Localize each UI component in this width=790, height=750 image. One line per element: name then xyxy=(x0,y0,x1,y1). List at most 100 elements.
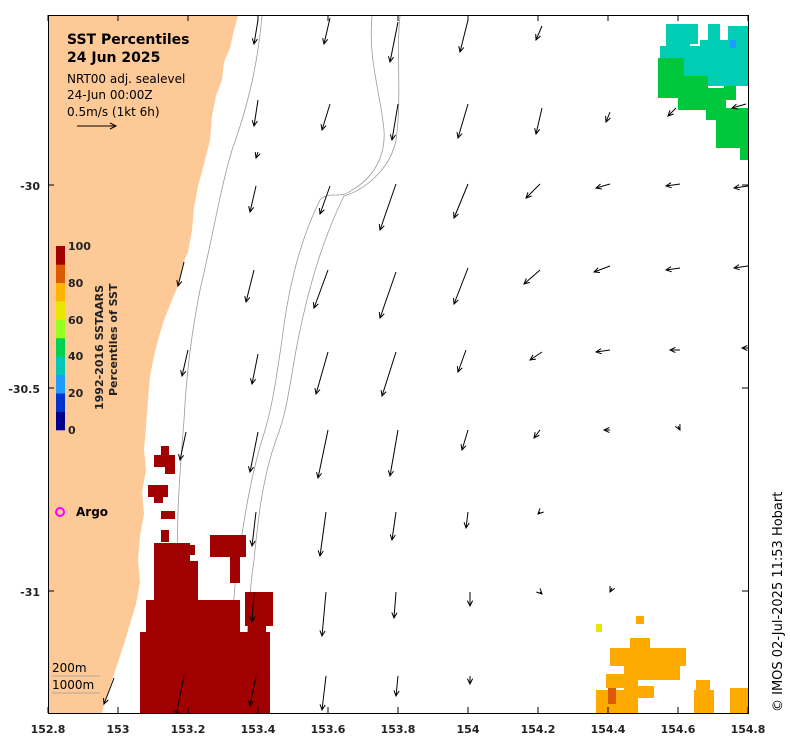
colorbar-ticks: 100 80 60 40 20 0 xyxy=(68,240,91,437)
current-arrow xyxy=(453,267,469,306)
current-arrow xyxy=(249,511,257,548)
current-arrow xyxy=(174,675,185,713)
current-vectors xyxy=(103,17,748,713)
current-arrow xyxy=(466,676,474,686)
current-arrow xyxy=(592,265,611,274)
current-arrow xyxy=(594,348,611,355)
axis-ticks xyxy=(47,15,749,713)
colorbar-segment xyxy=(56,264,65,284)
current-arrow xyxy=(180,349,189,378)
current-arrow xyxy=(594,183,611,190)
map-title: SST Percentiles xyxy=(67,32,190,48)
current-arrow xyxy=(534,107,543,136)
current-arrow xyxy=(389,103,399,142)
y-tick-label: -30 xyxy=(20,180,40,193)
scale-arrow xyxy=(77,122,118,130)
sst-percentile-pixels xyxy=(140,24,748,713)
y-axis-labels: -30 -30.5 -31 xyxy=(8,180,40,599)
current-arrow xyxy=(178,431,187,462)
sst-pixel xyxy=(636,616,644,624)
current-arrow xyxy=(525,183,541,199)
map-scale-text: 0.5m/s (1kt 6h) xyxy=(67,105,160,119)
current-arrow xyxy=(389,511,397,542)
y-tick-label: -30.5 xyxy=(8,383,40,396)
current-arrow xyxy=(248,675,257,708)
colorbar-segment xyxy=(56,356,65,376)
x-tick-label: 154.8 xyxy=(731,723,766,736)
current-arrow xyxy=(322,17,331,46)
sst-pixel xyxy=(700,40,728,60)
x-tick-label: 153.4 xyxy=(241,723,276,736)
current-arrow xyxy=(523,269,541,285)
current-arrow xyxy=(249,591,256,624)
sst-pixel xyxy=(245,592,273,626)
sst-pixel xyxy=(740,140,748,160)
x-tick-label: 154.2 xyxy=(521,723,556,736)
current-arrow xyxy=(378,271,397,320)
y-tick-label: -31 xyxy=(20,586,40,599)
current-arrow xyxy=(674,423,681,432)
sst-pixel xyxy=(230,555,240,583)
sst-pixel xyxy=(596,690,638,713)
x-axis-labels: 152.8 153 153.2 153.4 153.6 153.8 154 15… xyxy=(31,723,766,736)
sst-pixel xyxy=(688,24,698,44)
current-arrow xyxy=(314,351,329,396)
sst-pixel xyxy=(724,86,736,100)
current-arrow xyxy=(664,266,681,273)
current-arrow xyxy=(250,353,259,386)
colorbar-tick: 80 xyxy=(68,277,84,290)
colorbar-title-1: 1992-2016 SSTAARS xyxy=(93,285,106,410)
colorbar-segment xyxy=(56,246,65,265)
colorbar-segment xyxy=(56,301,65,320)
colorbar xyxy=(56,246,65,431)
current-arrow xyxy=(316,429,329,480)
map-datetime: 24-Jun 00:00Z xyxy=(67,88,153,102)
x-tick-label: 153.2 xyxy=(171,723,206,736)
sst-pixel xyxy=(638,686,654,698)
colorbar-title-2: Percentiles of SST xyxy=(107,283,120,396)
current-arrow xyxy=(529,351,543,361)
map-source: NRT00 adj. sealevel xyxy=(67,72,185,86)
current-arrow xyxy=(732,184,748,191)
sst-pixel xyxy=(608,688,616,704)
current-arrow xyxy=(251,99,259,128)
current-arrow xyxy=(317,511,327,558)
current-arrow xyxy=(320,103,331,132)
sst-pixel xyxy=(678,76,708,110)
current-arrow xyxy=(103,677,115,706)
current-arrow xyxy=(605,111,611,124)
current-arrow xyxy=(319,591,327,638)
current-arrow xyxy=(667,107,677,117)
depth-label-1000m: 1000m xyxy=(52,678,94,692)
current-arrow xyxy=(393,675,400,698)
colorbar-segment xyxy=(56,282,65,302)
sst-pixel xyxy=(161,446,169,456)
current-arrow xyxy=(463,511,470,530)
sst-pixel xyxy=(154,497,163,503)
depth-label-200m: 200m xyxy=(52,661,87,675)
argo-label: Argo xyxy=(76,505,108,519)
current-arrow xyxy=(248,185,257,214)
current-arrow xyxy=(664,182,681,189)
current-arrow xyxy=(248,431,259,474)
current-arrow xyxy=(456,103,469,140)
colorbar-segment xyxy=(56,411,65,431)
current-arrow xyxy=(251,19,259,46)
sst-pixel xyxy=(165,466,175,474)
current-arrow xyxy=(732,264,748,271)
map-date: 24 Jun 2025 xyxy=(67,50,160,66)
current-arrow xyxy=(312,269,329,310)
colorbar-segment xyxy=(56,319,65,339)
current-arrow xyxy=(609,585,616,594)
sst-pixel xyxy=(248,626,266,674)
sst-pixel xyxy=(696,680,710,690)
current-arrow xyxy=(537,508,544,515)
colorbar-tick: 40 xyxy=(68,350,84,363)
current-arrow xyxy=(453,183,469,220)
sst-pixel xyxy=(730,40,736,48)
current-arrow xyxy=(456,349,467,374)
current-arrow xyxy=(254,151,261,160)
x-tick-label: 154 xyxy=(457,723,480,736)
current-arrow xyxy=(466,592,474,608)
